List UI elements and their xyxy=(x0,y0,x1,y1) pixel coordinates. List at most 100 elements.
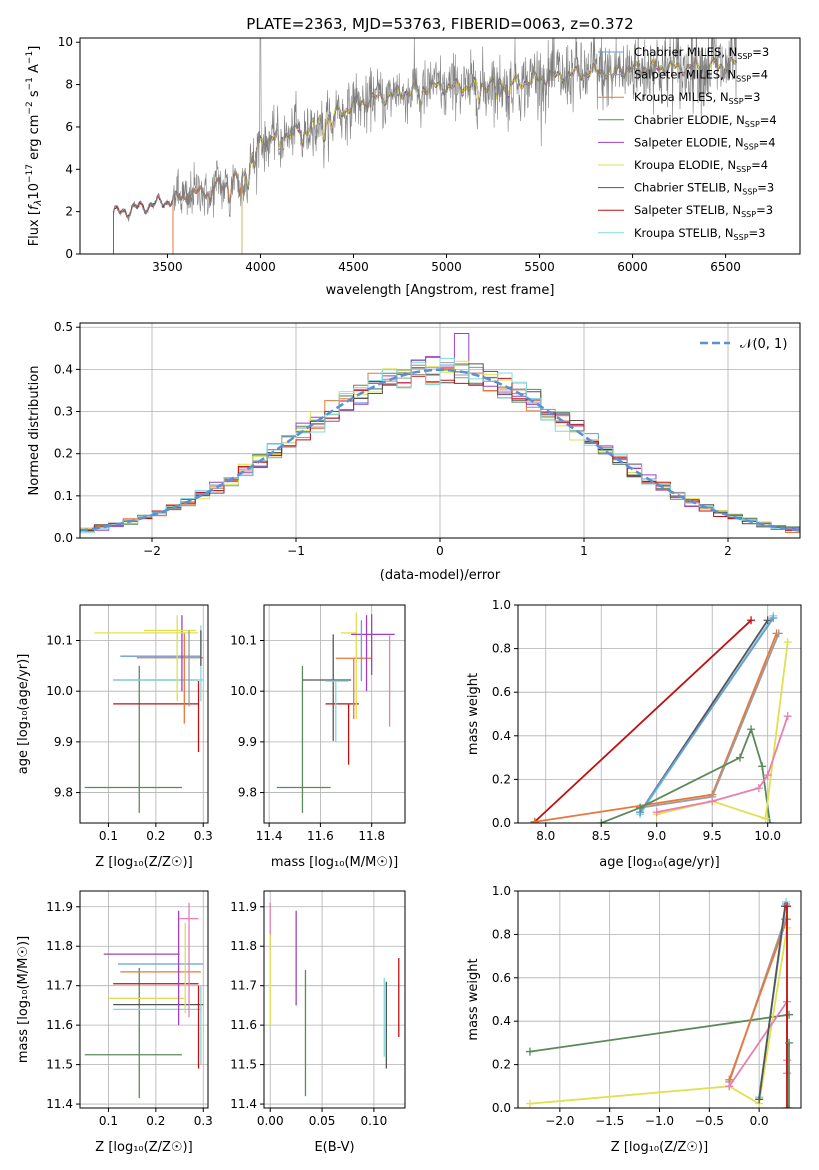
y-tick-label: 0.8 xyxy=(492,927,511,941)
series-line xyxy=(728,918,788,1081)
errorbars xyxy=(276,612,395,813)
x-tick-label: −2 xyxy=(143,544,161,558)
legend-entry: Chabrier STELIB, NSSP=3 xyxy=(634,181,774,197)
legend-entry: Chabrier ELODIE, NSSP=4 xyxy=(634,113,777,129)
y-tick-label: 2 xyxy=(65,205,73,219)
legend-entry: Salpeter STELIB, NSSP=3 xyxy=(634,203,773,219)
x-tick-label: 0 xyxy=(436,544,444,558)
y-tick-label: 0.6 xyxy=(492,685,511,699)
series-marker xyxy=(755,1095,764,1104)
series-line xyxy=(656,641,789,820)
series-marker xyxy=(525,1047,534,1056)
axes-frame xyxy=(79,604,209,824)
x-tick-label: 0.2 xyxy=(146,1114,165,1128)
y-tick-label: 0.2 xyxy=(492,1058,511,1072)
residuals-panel: −2 −1 0 1 2 0.0 0.1 0.2 0.3 0.4 0.5 (data-model)/er… xyxy=(27,320,801,583)
axes-frame xyxy=(263,604,406,824)
y-tick-label: 0.4 xyxy=(54,362,73,376)
series-marker xyxy=(530,817,539,823)
y-tick-label: 11.4 xyxy=(230,1097,257,1111)
x-axis-label: E(B-V) xyxy=(314,1140,354,1155)
y-tick-label: 11.7 xyxy=(46,979,73,993)
spectrum-panel: 3500 4000 4500 5000 5500 6000 6500 0 2 4 6 8 10 wavel… xyxy=(25,35,801,298)
y-tick-label: 0.0 xyxy=(54,531,73,545)
y-tick-label: 1.0 xyxy=(492,884,511,898)
y-tick-label: 0.2 xyxy=(54,447,73,461)
figure-title: PLATE=2363, MJD=53763, FIBERID=0063, z=0… xyxy=(246,15,633,33)
gridlines xyxy=(80,891,208,1108)
y-tick-label: 0 xyxy=(65,247,73,261)
weight-lines xyxy=(525,897,794,1108)
series-marker xyxy=(783,1104,792,1108)
series-line xyxy=(600,726,771,823)
x-tick-label: 3500 xyxy=(152,260,183,274)
series-line xyxy=(728,998,788,1087)
legend-entry: Salpeter ELODIE, NSSP=4 xyxy=(634,135,776,151)
x-tick-label: −0.5 xyxy=(695,1114,724,1128)
x-tick-label: 0.0 xyxy=(750,1114,769,1128)
x-tick-label: −1 xyxy=(287,544,305,558)
legend-entry: Salpeter MILES, NSSP=4 xyxy=(634,68,768,84)
errorbars xyxy=(84,902,204,1099)
y-axis-label: Flux [fλ10−17 erg cm−2 s−1 A−1] xyxy=(25,46,44,247)
x-tick-label: 11.8 xyxy=(358,829,385,843)
y-tick-label: 9.9 xyxy=(238,735,257,749)
x-tick-label: 4500 xyxy=(338,260,369,274)
x-tick-label: 0.2 xyxy=(146,829,165,843)
y-tick-label: 10.0 xyxy=(46,684,73,698)
x-tick-label: 9.5 xyxy=(703,829,722,843)
mass_age-panel: 11.4 11.6 11.8 9.8 9.9 10.0 10.1 mass [log₁₀(M/… xyxy=(230,604,406,870)
y-axis-label: mass weight xyxy=(466,958,481,1040)
series-marker xyxy=(636,803,645,812)
series-line xyxy=(529,1013,790,1053)
series-marker xyxy=(783,638,792,647)
x-axis-label: age [log₁₀(age/yr)] xyxy=(599,855,720,870)
x-tick-label: 10.0 xyxy=(754,829,781,843)
data-spectrum xyxy=(113,38,737,254)
y-tick-label: 11.8 xyxy=(46,939,73,953)
y-tick-label: 11.9 xyxy=(230,900,257,914)
x-tick-label: 11.4 xyxy=(256,829,283,843)
x-axis-label: Z [log₁₀(Z/Z☉)] xyxy=(95,1140,192,1155)
y-tick-label: 11.6 xyxy=(46,1018,73,1032)
y-tick-label: 10.1 xyxy=(230,633,257,647)
x-axis-label: mass [log₁₀(M/M☉)] xyxy=(271,855,398,870)
x-tick-label: 0.05 xyxy=(309,1114,336,1128)
x-tick-label: 2 xyxy=(724,544,732,558)
legend-entry: 𝒩(0, 1) xyxy=(740,337,787,352)
y-tick-label: 8 xyxy=(65,78,73,92)
x-tick-label: 0.1 xyxy=(99,1114,118,1128)
y-tick-label: 11.9 xyxy=(46,900,73,914)
x-tick-label: 5000 xyxy=(431,260,462,274)
series-line xyxy=(639,617,775,813)
x-tick-label: 0.3 xyxy=(194,829,213,843)
y-tick-label: 1.0 xyxy=(492,598,511,612)
series-marker xyxy=(783,902,792,911)
spectrum-legend: Chabrier MILES, NSSP=3 Salpeter MILES, NS… xyxy=(598,45,777,242)
y-axis-label: Normed distribution xyxy=(27,366,42,496)
gridlines xyxy=(80,605,208,823)
y-tick-label: 4 xyxy=(65,162,73,176)
x-tick-label: 6000 xyxy=(617,260,648,274)
x-tick-label: −1.5 xyxy=(595,1114,624,1128)
series-marker xyxy=(765,819,774,823)
normal-curve xyxy=(80,368,800,532)
y-tick-label: 0.4 xyxy=(492,1014,511,1028)
x-tick-label: 8.0 xyxy=(536,829,555,843)
series-marker xyxy=(769,614,778,623)
Z_age-panel: 0.1 0.2 0.3 9.8 9.9 10.0 10.1 Z [log₁₀(Z/Z☉)] ag… xyxy=(16,604,213,870)
x-tick-label: 0.1 xyxy=(99,829,118,843)
chart-panels: 3500 4000 4500 5000 5500 6000 65000246810wavel… xyxy=(16,35,802,1155)
y-tick-label: 0.5 xyxy=(54,320,73,334)
errorbars xyxy=(269,902,400,1097)
x-tick-label: 9.0 xyxy=(647,829,666,843)
series-marker xyxy=(785,1104,794,1108)
y-tick-label: 11.5 xyxy=(230,1058,257,1072)
y-tick-label: 11.6 xyxy=(230,1018,257,1032)
axes-frame xyxy=(517,890,802,1109)
x-tick-label: −2.0 xyxy=(545,1114,574,1128)
series-marker xyxy=(747,616,756,625)
series-marker xyxy=(761,814,770,823)
y-tick-label: 0.1 xyxy=(54,489,73,503)
x-tick-label: 11.6 xyxy=(307,829,334,843)
